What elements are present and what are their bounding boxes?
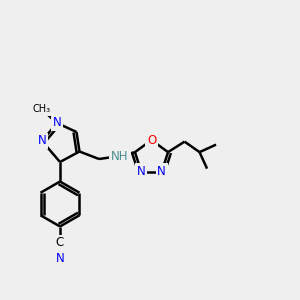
- Text: N: N: [38, 134, 46, 148]
- Text: O: O: [147, 134, 156, 147]
- Text: C: C: [56, 236, 64, 250]
- Text: N: N: [52, 116, 62, 130]
- Text: NH: NH: [111, 149, 129, 163]
- Text: N: N: [56, 251, 64, 265]
- Text: CH₃: CH₃: [33, 104, 51, 115]
- Text: N: N: [158, 165, 166, 178]
- Text: N: N: [137, 165, 146, 178]
